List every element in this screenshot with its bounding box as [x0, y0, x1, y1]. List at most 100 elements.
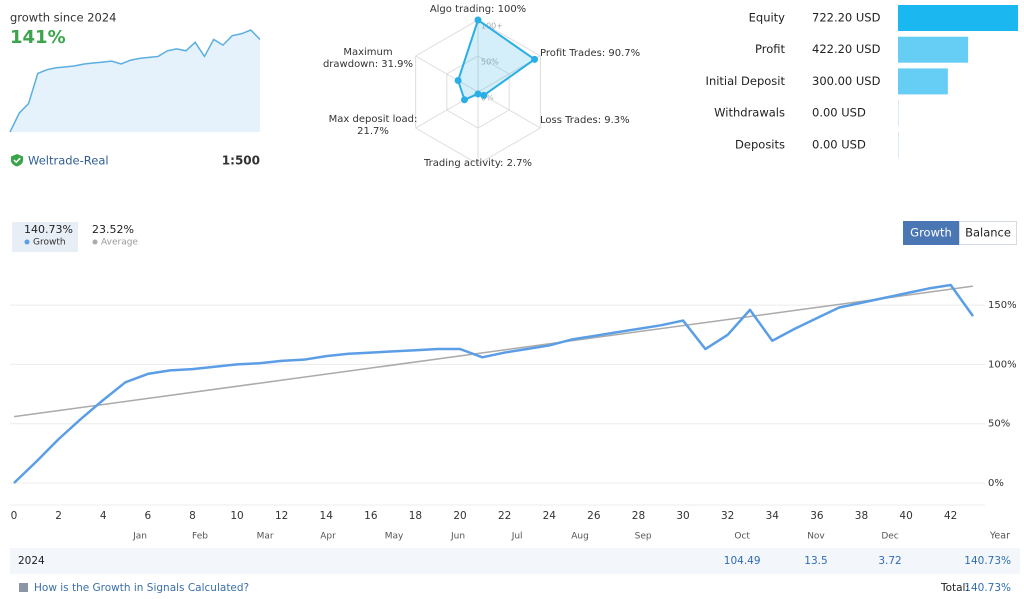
- stat-bar: [898, 36, 969, 63]
- x-tick-label: 6: [144, 510, 151, 522]
- radar-point: [454, 77, 462, 85]
- account-name[interactable]: Weltrade-Real: [28, 154, 109, 168]
- stat-value: 300.00 USD: [812, 74, 881, 88]
- sparkline: [9, 29, 261, 133]
- tab-growth-bg[interactable]: [903, 221, 959, 245]
- legend-value: 140.73%: [24, 223, 73, 236]
- tab-growth[interactable]: Growth: [910, 226, 952, 240]
- month-label: Aug: [571, 532, 589, 542]
- x-tick-label: 40: [899, 510, 912, 522]
- radar-tick-label: 100+: [481, 22, 503, 31]
- stat-label: Equity: [749, 11, 786, 25]
- radar-point: [474, 90, 482, 98]
- x-tick-label: 2: [55, 510, 62, 522]
- month-label: Mar: [257, 532, 274, 542]
- month-label: Dec: [881, 532, 898, 542]
- x-tick-label: 38: [855, 510, 868, 522]
- leverage: 1:500: [222, 154, 260, 168]
- x-tick-label: 18: [409, 510, 422, 522]
- month-label: Sep: [635, 532, 652, 542]
- stat-value: 0.00 USD: [812, 106, 866, 120]
- radar-label: Loss Trades: 9.3%: [540, 115, 630, 126]
- x-tick-label: 26: [587, 510, 601, 522]
- x-tick-label: 16: [364, 510, 378, 522]
- legend-active-bg[interactable]: [12, 222, 78, 252]
- radar-spoke: [477, 91, 541, 129]
- month-label: Oct: [734, 532, 750, 542]
- x-tick-label: 42: [944, 510, 957, 522]
- legend-name: Average: [101, 238, 138, 248]
- radar-spoke: [415, 55, 479, 93]
- legend-name: Growth: [33, 238, 66, 248]
- stat-label: Withdrawals: [714, 106, 785, 120]
- stat-bar: [898, 5, 1018, 31]
- stat-value: 422.20 USD: [812, 42, 881, 56]
- verified-icon: [11, 154, 23, 167]
- help-link[interactable]: How is the Growth in Signals Calculated?: [34, 582, 249, 594]
- month-label: Jan: [132, 532, 147, 542]
- month-label: Apr: [320, 532, 336, 542]
- radar-point: [531, 55, 539, 63]
- radar-label: Profit Trades: 90.7%: [540, 48, 641, 59]
- stat-bar: [898, 131, 899, 158]
- radar-point: [480, 91, 488, 99]
- stat-value: 722.20 USD: [812, 11, 881, 25]
- radar-point: [460, 96, 468, 104]
- stat-bar: [898, 100, 899, 127]
- stat-bar: [898, 68, 948, 95]
- y-tick-label: 100%: [988, 359, 1017, 370]
- legend-value: 23.52%: [92, 223, 134, 236]
- radar-area: [457, 18, 537, 102]
- legend-dot: [24, 239, 30, 245]
- legend-dot: [92, 239, 98, 245]
- x-tick-label: 4: [100, 510, 107, 522]
- x-tick-label: 12: [275, 510, 288, 522]
- month-label: Jul: [511, 532, 523, 542]
- radar-label: Algo trading: 100%: [429, 4, 527, 15]
- x-tick-label: 30: [676, 510, 689, 522]
- y-tick-label: 50%: [988, 419, 1010, 430]
- stat-label: Deposits: [735, 137, 785, 151]
- x-tick-label: 0: [11, 510, 18, 522]
- growth-title: growth since 2024: [10, 11, 116, 25]
- radar-label: Trading activity: 2.7%: [424, 158, 532, 169]
- month-label: Nov: [807, 532, 825, 542]
- sparkline-area: [10, 30, 260, 132]
- verified-check: [13, 157, 21, 164]
- series-line: [13, 283, 975, 484]
- table-cell: 3.72: [878, 555, 901, 567]
- month-label: Jun: [450, 532, 465, 542]
- x-tick-label: 20: [453, 510, 466, 522]
- stat-label: Profit: [755, 42, 785, 56]
- x-tick-label: 36: [810, 510, 824, 522]
- month-label: Feb: [192, 532, 208, 542]
- stat-value: 0.00 USD: [812, 137, 866, 151]
- radar-label: Maximum drawdown: 31.9%: [322, 47, 414, 70]
- x-tick-label: 28: [632, 510, 645, 522]
- tab-balance-bg[interactable]: [959, 221, 1017, 245]
- tab-balance[interactable]: Balance: [965, 226, 1011, 240]
- table-year: 2024: [18, 555, 45, 567]
- stat-label: Initial Deposit: [706, 74, 786, 88]
- total-value: 140.73%: [964, 582, 1011, 594]
- radar-tick-label: 50%: [481, 58, 499, 67]
- y-tick-label: 0%: [988, 478, 1004, 489]
- table-cell: 13.5: [804, 555, 827, 567]
- table-row-bg: [10, 548, 1020, 574]
- series-line: [13, 285, 974, 418]
- y-tick-label: 150%: [988, 300, 1017, 311]
- x-tick-label: 32: [721, 510, 734, 522]
- total-label: Total:: [940, 582, 969, 594]
- help-icon: [19, 583, 28, 592]
- x-tick-label: 24: [543, 510, 557, 522]
- radar-label: Max deposit load: 21.7%: [328, 114, 418, 137]
- table-cell: 104.49: [724, 555, 761, 567]
- year-header: Year: [989, 531, 1010, 542]
- month-label: May: [385, 532, 404, 542]
- radar-point: [474, 16, 482, 24]
- x-tick-label: 8: [189, 510, 196, 522]
- x-tick-label: 22: [498, 510, 511, 522]
- table-total: 140.73%: [964, 555, 1011, 567]
